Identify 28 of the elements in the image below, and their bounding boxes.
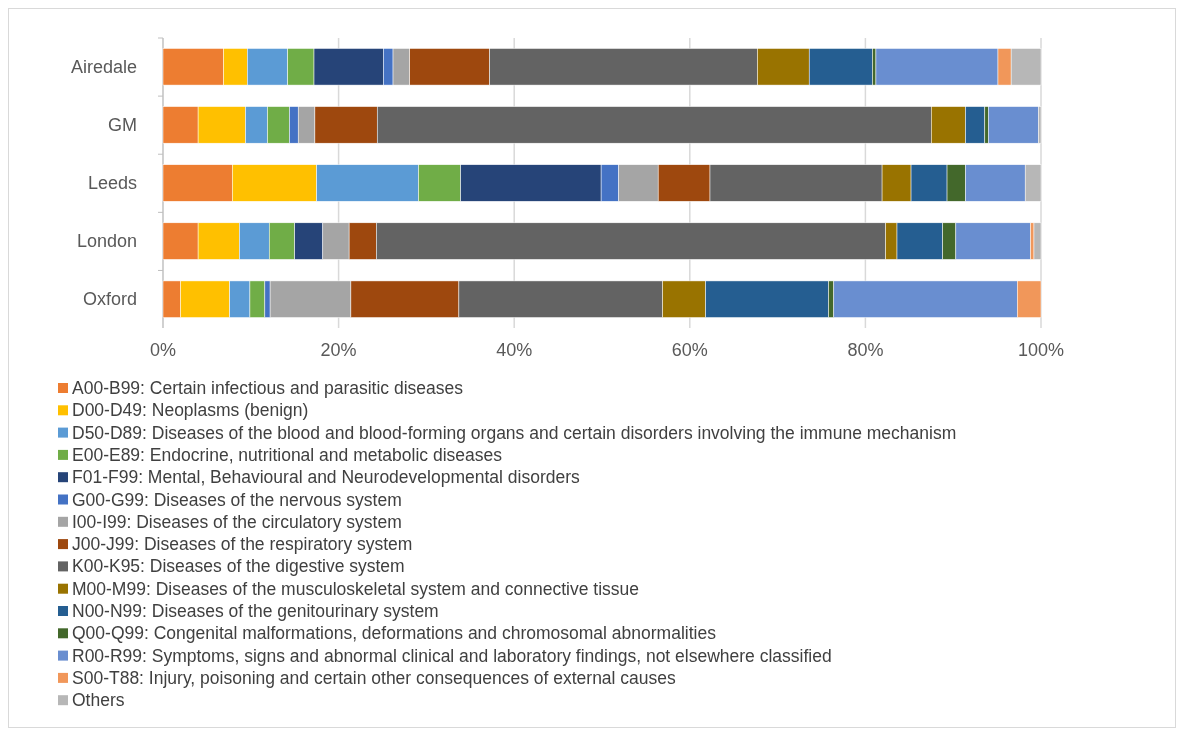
legend-label: M00-M99: Diseases of the musculoskeletal system and connective tissue <box>72 578 640 599</box>
legend-label: Others <box>72 690 125 711</box>
legend-label: S00-T88: Injury, poisoning and certain other consequences of external causes <box>72 667 677 688</box>
y-tick-label: London <box>76 231 137 252</box>
legend-label: J00-J99: Diseases of the respiratory system <box>72 534 413 555</box>
x-tick-label: 20% <box>320 340 357 360</box>
legend-label: A00-B99: Certain infectious and parasitic diseases <box>72 378 464 398</box>
x-tick-label: 80% <box>847 340 884 360</box>
y-tick-label: Airedale <box>70 56 137 77</box>
x-tick-label: 40% <box>496 340 533 360</box>
legend-label: D50-D89: Diseases of the blood and blood-forming organs and certain disorders involving the immune mechanism <box>72 422 957 443</box>
legend-label: F01-F99: Mental, Behavioural and Neurodevelopmental disorders <box>72 467 581 488</box>
legend-label: I00-I99: Diseases of the circulatory system <box>72 511 402 532</box>
y-tick-label: GM <box>108 114 137 135</box>
legend-label: K00-K95: Diseases of the digestive system <box>72 556 405 577</box>
legend-label: R00-R99: Symptoms, signs and abnormal clinical and laboratory findings, not elsewhere classified <box>72 645 832 666</box>
y-tick-label: Oxford <box>82 289 137 310</box>
legend-label: Q00-Q99: Congenital malformations, deformations and chromosomal abnormalities <box>72 623 717 644</box>
legend-label: E00-E89: Endocrine, nutritional and metabolic diseases <box>72 444 503 465</box>
x-tick-label: 0% <box>149 340 177 360</box>
bar <box>988 106 1039 144</box>
legend-label: D00-D49: Neoplasms (benign) <box>72 400 309 421</box>
legend-label: N00-N99: Diseases of the genitourinary system <box>72 601 439 621</box>
y-tick-label: Leeds <box>87 173 137 193</box>
legend-label: G00-G99: Diseases of the nervous system <box>72 489 402 510</box>
x-tick-label: 60% <box>671 340 708 360</box>
x-tick-label: 100% <box>1017 340 1065 360</box>
bar <box>1033 222 1042 260</box>
